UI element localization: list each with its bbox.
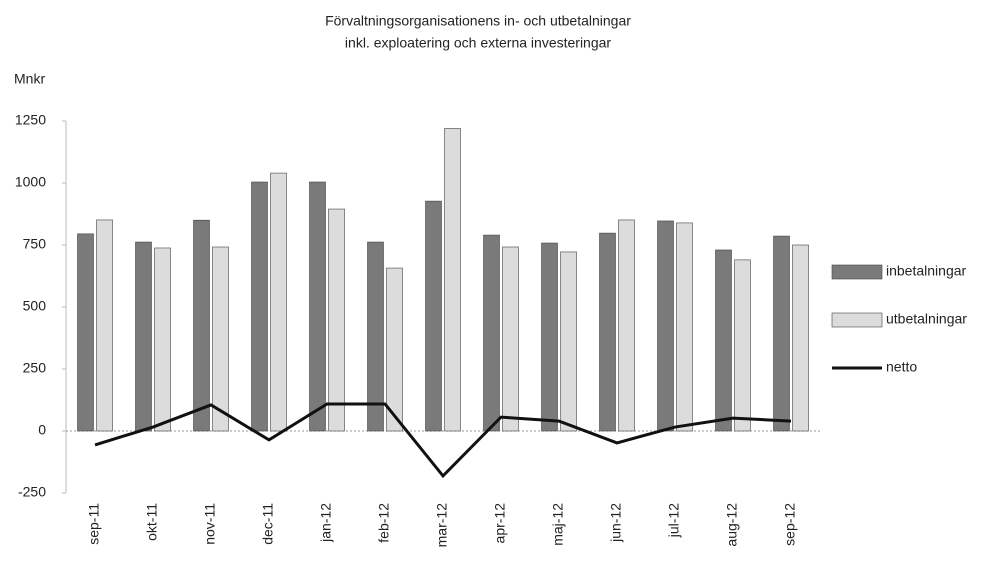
bar	[96, 219, 113, 432]
x-tick-label: jun-12	[608, 503, 624, 543]
bar	[425, 200, 442, 432]
bar	[676, 222, 693, 432]
bar	[367, 241, 384, 432]
bar	[309, 181, 326, 432]
x-tick-label: feb-12	[376, 503, 392, 543]
bar	[386, 267, 403, 432]
bar	[270, 172, 287, 432]
legend-label: inbetalningar	[886, 263, 967, 279]
bar	[773, 235, 790, 432]
y-tick-label: 1000	[15, 174, 46, 190]
y-tick-label: 0	[38, 422, 46, 438]
x-tick-label: aug-12	[724, 503, 740, 547]
bar	[77, 233, 94, 432]
x-tick-label: jul-12	[666, 503, 682, 538]
bar	[444, 128, 461, 432]
legend-label: netto	[886, 359, 917, 375]
bar	[135, 241, 152, 432]
x-tick-label: okt-11	[144, 503, 160, 541]
chart-title: Förvaltningsorganisationens in- och utbe…	[325, 13, 631, 29]
line	[94, 402, 792, 479]
x-tick-label: sep-12	[782, 503, 798, 546]
legend-swatch	[831, 312, 883, 328]
bar	[560, 251, 577, 432]
y-tick-label: 1250	[15, 112, 46, 128]
x-tick-label: maj-12	[550, 503, 566, 546]
x-tick-label: jan-12	[318, 503, 334, 543]
legend-swatch	[831, 264, 883, 280]
bar	[734, 259, 751, 432]
bar	[541, 242, 558, 432]
bar	[328, 208, 345, 432]
bar	[251, 181, 268, 432]
bar	[212, 246, 229, 432]
chart-subtitle: inkl. exploatering och externa investeri…	[345, 35, 611, 51]
bar	[193, 219, 210, 432]
bar	[599, 232, 616, 432]
y-tick-label: -250	[18, 484, 46, 500]
bar	[715, 249, 732, 432]
bar	[792, 244, 809, 432]
bar	[618, 219, 635, 432]
y-tick-label: 750	[23, 236, 47, 252]
y-tick-label: 500	[23, 298, 47, 314]
legend-label: utbetalningar	[886, 311, 967, 327]
x-tick-label: nov-11	[202, 503, 218, 545]
bar	[502, 246, 519, 432]
bar	[483, 234, 500, 432]
bar	[657, 220, 674, 432]
y-axis-label: Mnkr	[14, 71, 45, 87]
y-tick-label: 250	[23, 360, 47, 376]
bar	[154, 247, 171, 432]
x-tick-label: mar-12	[434, 503, 450, 548]
x-tick-label: dec-11	[260, 503, 276, 545]
x-tick-label: sep-11	[86, 503, 102, 545]
x-tick-label: apr-12	[492, 503, 508, 544]
